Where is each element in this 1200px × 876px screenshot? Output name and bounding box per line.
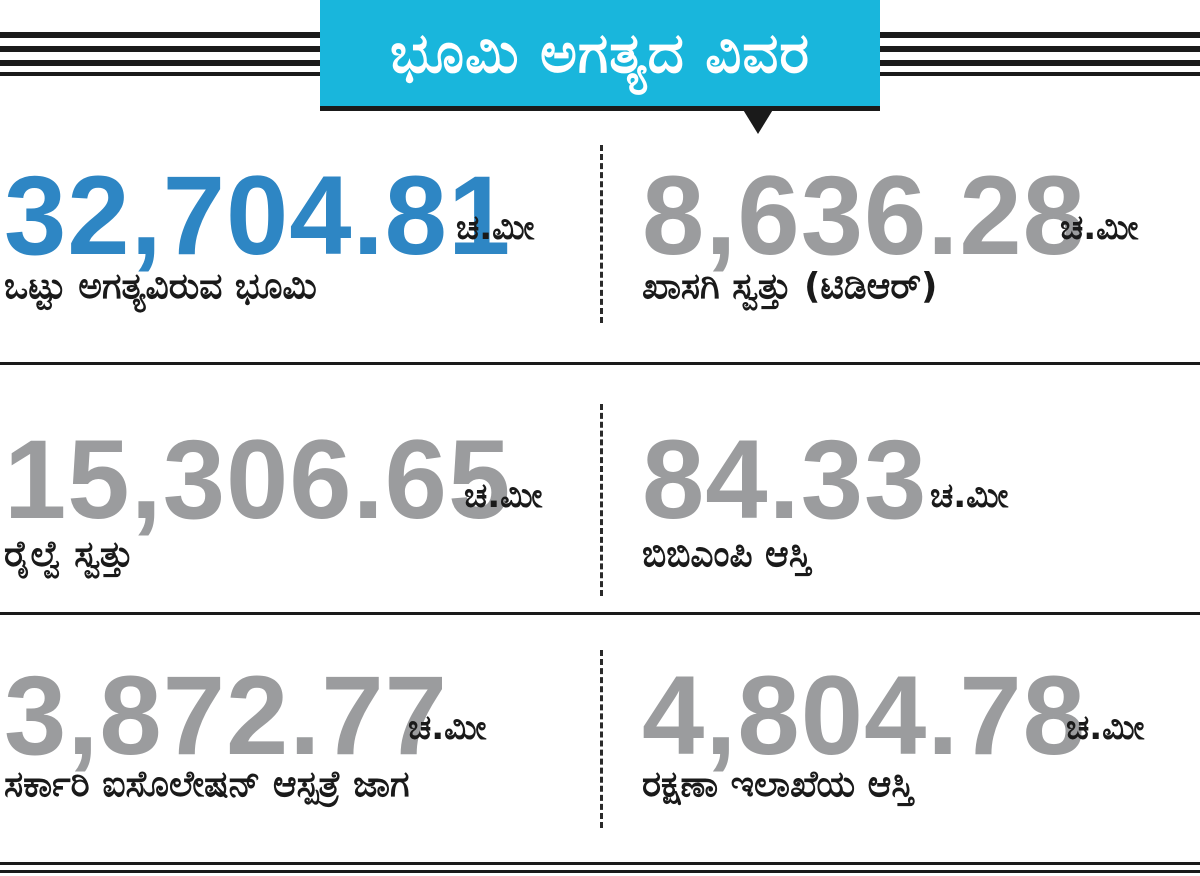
stat-unit: ಚ.ಮೀ [456,208,535,248]
stat-label: ಬಿಬಿಎಂಪಿ ಆಸ್ತಿ [642,534,811,575]
stat-label: ಒಟ್ಟು ಅಗತ್ಯವಿರುವ ಭೂಮಿ [4,266,317,307]
column-divider [600,650,603,828]
stat-value: 8,636.28 [642,153,1086,278]
page-title: ಭೂಮಿ ಅಗತ್ಯದ ವಿವರ [390,21,810,86]
stat-label: ಸರ್ಕಾರಿ ಐಸೊಲೇಷನ್ ಆಸ್ಪತ್ರೆ ಜಾಗ [4,764,410,805]
stat-label: ರೈಲ್ವೆ ಸ್ವತ್ತು [4,534,134,575]
bottom-rule [0,862,1200,865]
stat-unit: ಚ.ಮೀ [464,476,543,516]
stat-label: ರಕ್ಷಣಾ ಇಲಾಖೆಯ ಆಸ್ತಿ [642,764,914,805]
title-banner: ಭೂಮಿ ಅಗತ್ಯದ ವಿವರ [320,0,880,108]
stat-value: 84.33 [642,417,928,542]
row-divider [0,362,1200,365]
stat-value: 3,872.77 [4,653,448,778]
bottom-rule [0,870,1200,873]
title-underline [320,106,880,111]
stat-unit: ಚ.ಮೀ [1060,208,1139,248]
stat-unit: ಚ.ಮೀ [408,708,487,748]
header-stripes-right [880,28,1200,78]
header-stripes-left [0,28,322,78]
stat-value: 32,704.81 [4,153,512,278]
stat-value: 15,306.65 [4,417,512,542]
stat-unit: ಚ.ಮೀ [930,476,1009,516]
row-divider [0,612,1200,615]
stat-label: ಖಾಸಗಿ ಸ್ವತ್ತು (ಟಿಡಿಆರ್) [642,266,938,307]
column-divider [600,145,603,323]
stat-value: 4,804.78 [642,653,1086,778]
stat-unit: ಚ.ಮೀ [1066,708,1145,748]
column-divider [600,404,603,596]
title-pointer-icon [742,108,774,134]
